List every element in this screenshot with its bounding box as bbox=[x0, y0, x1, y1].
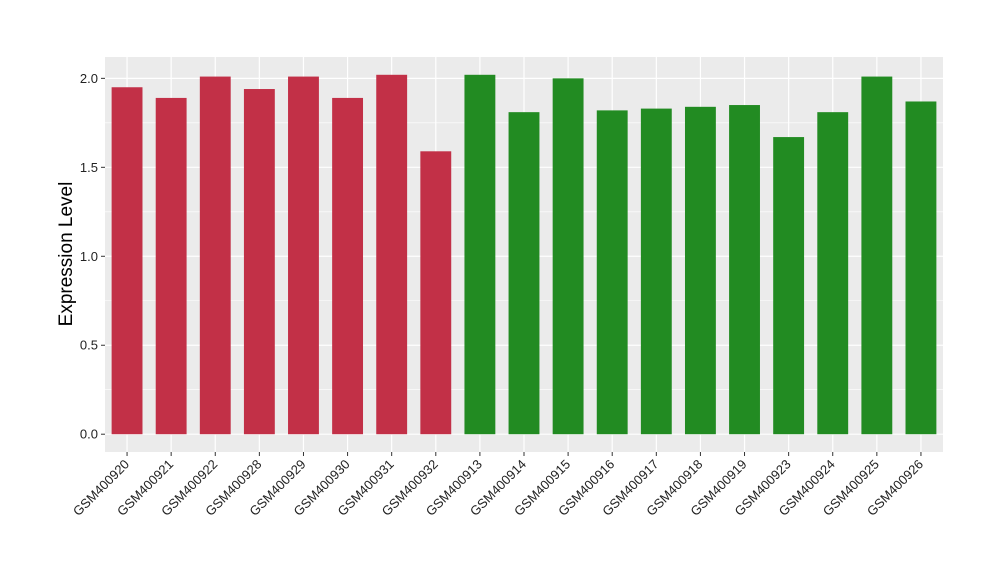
bar-GSM400916 bbox=[596, 110, 628, 435]
y-axis-title: Expression Level bbox=[56, 182, 77, 327]
bar-GSM400925 bbox=[861, 76, 893, 435]
y-tick-label: 0.0 bbox=[80, 427, 98, 442]
bar-GSM400919 bbox=[729, 105, 760, 435]
bar-GSM400931 bbox=[376, 74, 408, 435]
bar-GSM400929 bbox=[288, 76, 319, 435]
bar-GSM400917 bbox=[640, 108, 672, 435]
bar-GSM400921 bbox=[155, 97, 187, 435]
y-tick-label: 2.0 bbox=[80, 71, 98, 86]
bar-GSM400923 bbox=[773, 137, 805, 435]
bar-GSM400928 bbox=[243, 89, 275, 435]
y-axis: 0.0 0.5 1.0 1.5 2.0 bbox=[80, 71, 105, 442]
bar-GSM400914 bbox=[508, 112, 540, 435]
bar-GSM400913 bbox=[464, 74, 496, 435]
bar-GSM400926 bbox=[905, 101, 937, 435]
x-axis: GSM400920GSM400921GSM400922GSM400928GSM4… bbox=[70, 452, 926, 519]
y-tick-label: 0.5 bbox=[80, 338, 98, 353]
bar-GSM400915 bbox=[552, 78, 584, 435]
bars bbox=[111, 74, 937, 435]
bar-GSM400922 bbox=[199, 76, 231, 435]
bar-GSM400918 bbox=[684, 106, 716, 435]
bar-GSM400924 bbox=[817, 112, 849, 435]
y-tick-label: 1.0 bbox=[80, 249, 98, 264]
bar-GSM400930 bbox=[332, 97, 364, 435]
y-tick-label: 1.5 bbox=[80, 160, 98, 175]
bar-GSM400932 bbox=[420, 151, 452, 435]
bar-GSM400920 bbox=[111, 87, 143, 435]
